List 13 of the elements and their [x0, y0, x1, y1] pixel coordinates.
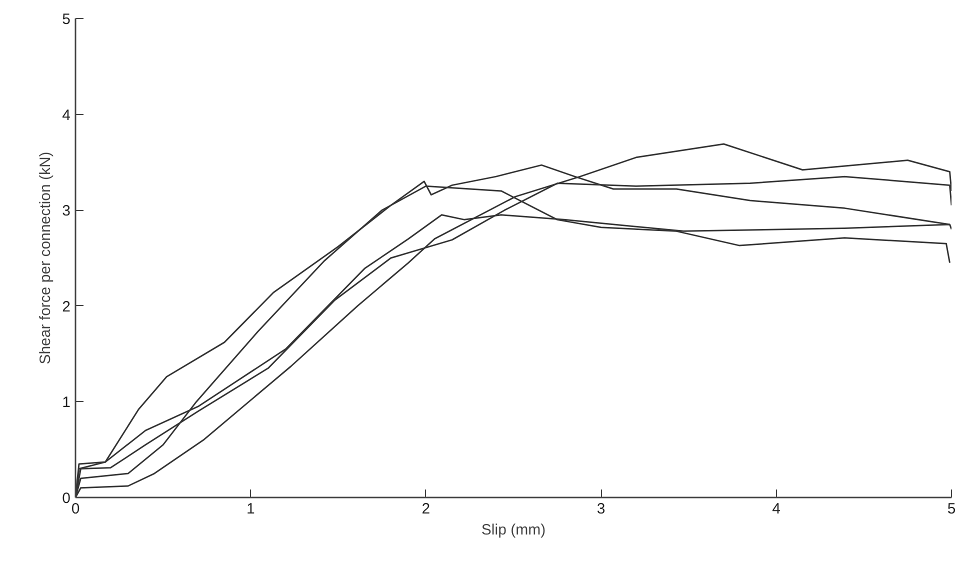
y-tick-label: 2 — [62, 298, 70, 316]
y-tick-label: 0 — [62, 490, 70, 507]
x-tick-label: 2 — [422, 500, 430, 518]
y-tick-label: 5 — [62, 11, 70, 28]
y-axis-title: Shear force per connection (kN) — [37, 152, 54, 364]
y-tick-label: 3 — [62, 202, 70, 220]
x-tick-label: 3 — [596, 500, 606, 518]
x-tick-label: 5 — [947, 500, 956, 518]
x-tick-label: 1 — [246, 500, 255, 518]
x-tick-label: 4 — [772, 500, 780, 518]
y-tick-label: 4 — [62, 106, 70, 124]
y-tick-label: 1 — [62, 394, 70, 412]
x-axis-title: Slip (mm) — [481, 522, 546, 538]
